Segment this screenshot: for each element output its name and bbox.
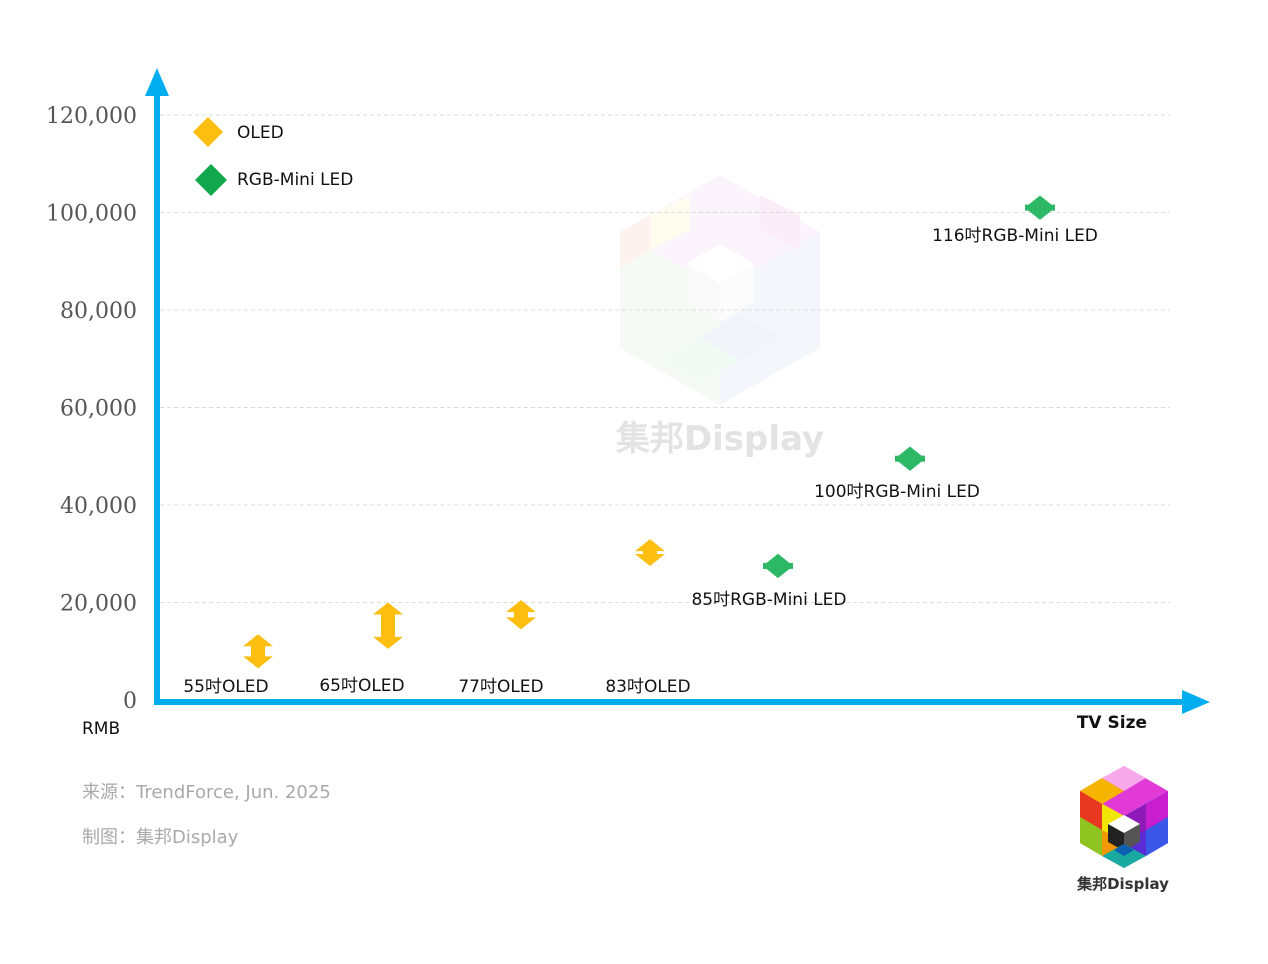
point-label: 65吋OLED — [319, 676, 404, 696]
point-labels: 55吋OLED 65吋OLED 77吋OLED 83吋OLED 85吋RGB-Mini … — [183, 226, 1098, 697]
y-tick-label: 20,000 — [60, 592, 137, 617]
watermark-text: 集邦Display — [615, 419, 824, 459]
oled-price-range-mark — [506, 600, 536, 630]
data-marks — [243, 195, 1055, 669]
credit-note: 制图：集邦Display — [82, 827, 239, 848]
legend-oled-label: OLED — [237, 123, 284, 143]
point-label: 85吋RGB-Mini LED — [691, 590, 846, 610]
rgb-mini-led-price-range-mark — [763, 553, 793, 579]
source-note: 来源：TrendForce, Jun. 2025 — [82, 782, 331, 803]
x-axis-label: TV Size — [1077, 713, 1147, 733]
y-tick-label: 40,000 — [60, 494, 137, 519]
point-label: 116吋RGB-Mini LED — [932, 226, 1098, 246]
x-axis-arrow — [1182, 690, 1210, 714]
y-tick-label: 0 — [123, 689, 137, 714]
oled-price-range-mark — [373, 602, 403, 649]
rgb-mini-led-price-range-mark — [1025, 195, 1055, 220]
y-axis-arrow — [145, 68, 169, 96]
y-tick-labels: 0 20,000 40,000 60,000 80,000 100,000 120,000 — [46, 104, 137, 714]
point-label: 55吋OLED — [183, 677, 268, 697]
y-tick-label: 120,000 — [46, 104, 137, 129]
point-label: 83吋OLED — [605, 677, 690, 697]
y-tick-label: 60,000 — [60, 397, 137, 422]
legend-oled-marker — [193, 117, 223, 147]
legend-rgb-label: RGB-Mini LED — [237, 170, 353, 190]
legend-rgb-marker — [195, 164, 227, 196]
y-tick-label: 80,000 — [60, 299, 137, 324]
oled-price-range-mark — [635, 539, 665, 566]
legend: OLED RGB-Mini LED — [193, 117, 353, 196]
y-tick-label: 100,000 — [46, 202, 137, 227]
brand-logo — [1080, 766, 1168, 868]
point-label: 77吋OLED — [458, 677, 543, 697]
axes — [145, 68, 1210, 714]
y-axis-label: RMB — [82, 719, 120, 739]
brand-logo-text: 集邦Display — [1077, 875, 1169, 893]
point-label: 100吋RGB-Mini LED — [814, 482, 980, 502]
oled-price-range-mark — [243, 634, 273, 669]
watermark-logo — [620, 175, 820, 405]
rgb-mini-led-price-range-mark — [895, 446, 925, 471]
gridlines — [160, 114, 1170, 603]
